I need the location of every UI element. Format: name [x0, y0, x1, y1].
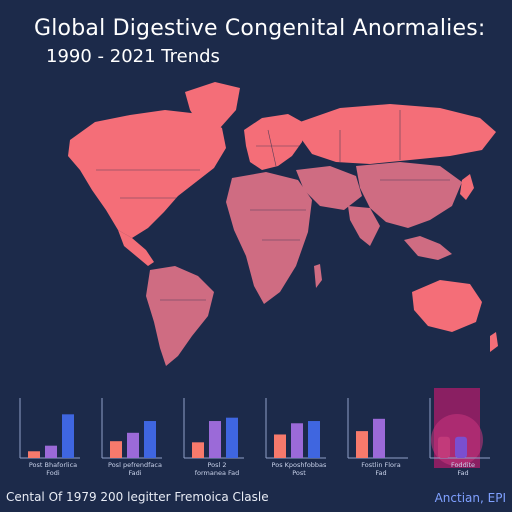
region-central-america[interactable]: [118, 230, 154, 266]
footer-source: Cental Of 1979 200 legitter Fremoica Cla…: [6, 490, 269, 504]
mini-chart-bar: [274, 434, 286, 458]
footer-credit: Anctian, EPI: [434, 491, 506, 505]
map-subtitle: 1990 - 2021 Trends: [46, 46, 220, 67]
mini-chart-bar: [192, 442, 204, 458]
region-east-asia[interactable]: [356, 162, 462, 228]
mini-chart-bar: [28, 451, 40, 458]
region-europe[interactable]: [244, 114, 306, 170]
region-japan[interactable]: [460, 174, 474, 200]
mini-chart-bar: [144, 421, 156, 458]
map-title: Global Digestive Congenital Anormalies:: [34, 16, 486, 41]
mini-chart-label: Posl 2: [207, 461, 226, 469]
mini-chart-bar: [127, 432, 139, 458]
region-africa[interactable]: [226, 172, 312, 304]
region-madagascar[interactable]: [314, 264, 322, 288]
mini-chart-label: Fadi: [128, 469, 141, 477]
mini-chart-bar: [373, 418, 385, 458]
mini-chart-bar: [438, 436, 450, 458]
region-greenland[interactable]: [185, 82, 240, 128]
mini-chart-label: Fostlin Flora: [361, 461, 400, 469]
mini-chart-label: Pos Kposhfobbas: [272, 461, 327, 469]
region-india[interactable]: [348, 206, 380, 246]
mini-chart-bar: [110, 441, 122, 458]
mini-chart-bar: [291, 423, 303, 458]
mini-chart-bar: [356, 431, 368, 458]
region-south-america[interactable]: [146, 266, 214, 366]
mini-chart-bar: [226, 417, 238, 458]
country-borders: [96, 110, 450, 301]
mini-chart-label: Post: [292, 469, 306, 477]
world-map: [68, 82, 498, 366]
mini-chart-bar: [308, 421, 320, 458]
mini-chart-label: Fad: [457, 469, 468, 477]
region-new-zealand[interactable]: [490, 332, 498, 352]
mini-chart-panel-6[interactable]: FstrobsFodditeFad: [429, 388, 490, 477]
mini-chart-label: Posl pefrendfaca: [108, 461, 162, 469]
mini-chart-bar: [455, 436, 467, 458]
mini-chart-label: Fodi: [46, 469, 60, 477]
region-australia[interactable]: [412, 280, 482, 332]
mini-chart-bar: [62, 414, 74, 458]
mini-chart-label: Fad: [375, 469, 386, 477]
region-russia[interactable]: [300, 104, 496, 164]
mini-chart-bar: [45, 445, 57, 458]
mini-chart-label: Post Bhaforlica: [29, 461, 77, 469]
mini-chart-label: Foddite: [451, 461, 475, 469]
region-southeast-asia[interactable]: [404, 236, 452, 260]
region-north-america[interactable]: [68, 110, 226, 238]
mini-chart-label: formanea Fad: [195, 469, 240, 477]
mini-chart-bar: [209, 421, 221, 458]
region-middle-east[interactable]: [296, 166, 362, 210]
